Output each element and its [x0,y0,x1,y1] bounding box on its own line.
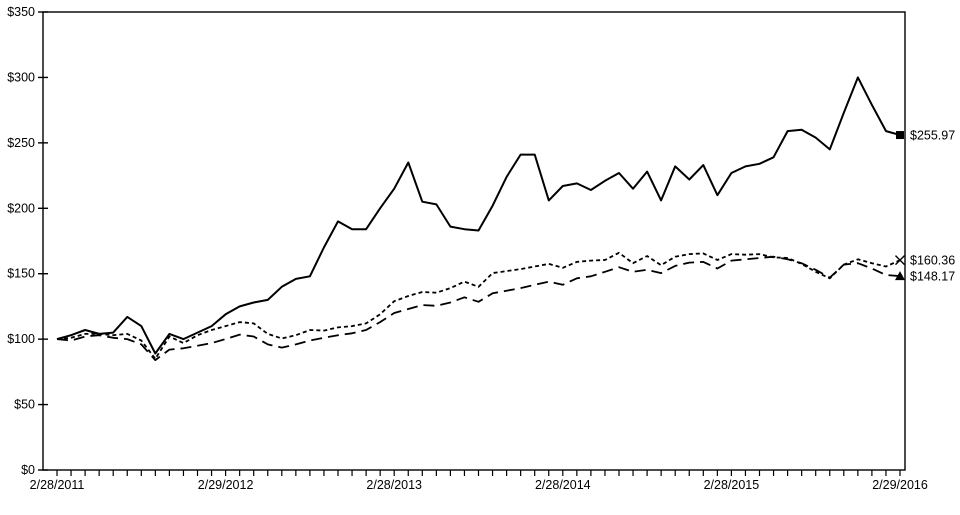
x-tick-label: 2/28/2011 [30,478,85,492]
x-axis: 2/28/2011 2/29/2012 2/28/2013 2/28/2014 2/28… [30,470,928,492]
plot-area-frame [42,11,906,471]
y-axis: $0 $50 $100 $150 $200 $250 $300 $350 [7,5,48,477]
x-tick-label: 2/28/2015 [704,478,760,492]
end-point-markers [895,131,905,281]
y-tick-label: $350 [7,5,35,19]
y-tick-label: $50 [14,398,35,412]
series-line-3-long-dash [56,255,901,362]
data-series-lines [56,76,901,362]
series-line-2-short-dash [56,251,901,360]
end-value-label: $255.97 [910,129,955,143]
end-value-labels: $255.97 $160.36 $148.17 [910,129,955,284]
triangle-marker [895,271,905,281]
series-line-1-solid [56,76,901,355]
x-marker [895,255,905,266]
x-tick-label: 2/29/2016 [872,478,928,492]
end-value-label: $160.36 [910,254,955,268]
y-tick-label: $250 [7,136,35,150]
x-tick-label: 2/28/2013 [366,478,422,492]
square-marker [896,131,904,140]
y-tick-label: $300 [7,70,35,84]
end-value-label: $148.17 [910,270,955,284]
x-tick-label: 2/29/2012 [198,478,254,492]
y-tick-label: $150 [7,267,35,281]
plot-border [42,11,906,471]
y-tick-label: $100 [7,332,35,346]
x-tick-label: 2/28/2014 [535,478,591,492]
y-tick-label: $200 [7,201,35,215]
y-tick-label: $0 [21,463,35,477]
